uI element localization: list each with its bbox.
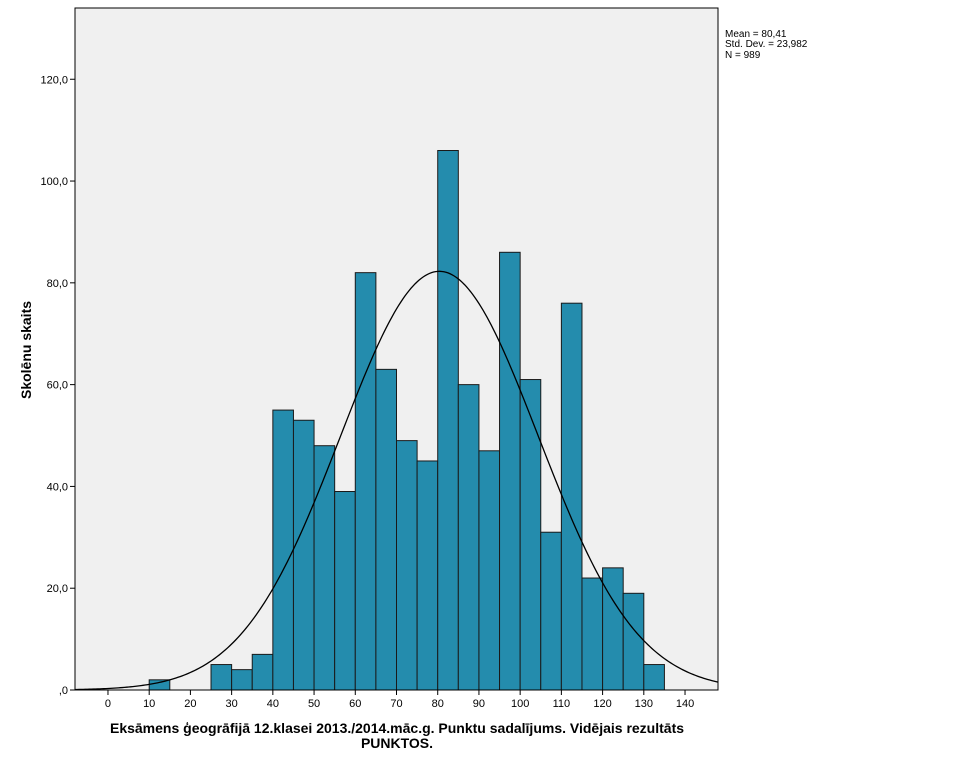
x-tick-label: 30 bbox=[226, 698, 238, 710]
histogram-bar bbox=[581, 577, 604, 691]
x-tick-label: 60 bbox=[349, 698, 361, 710]
y-axis-ticks: ,0 20,0 40,0 60,0 80,0 100,0 120,0 bbox=[40, 74, 75, 697]
x-tick-label: 120 bbox=[593, 698, 611, 710]
y-tick-label: 20,0 bbox=[47, 583, 68, 595]
x-tick-label: 50 bbox=[308, 698, 320, 710]
y-tick-label: 120,0 bbox=[40, 74, 68, 86]
y-tick-label: 40,0 bbox=[47, 481, 68, 493]
x-tick-label: 100 bbox=[511, 698, 529, 710]
histogram-bar bbox=[519, 379, 542, 691]
histogram-bar bbox=[560, 302, 583, 691]
histogram-bar bbox=[354, 272, 377, 691]
histogram-bar bbox=[437, 150, 459, 691]
y-tick-label: 100,0 bbox=[40, 176, 68, 188]
y-tick-label: 80,0 bbox=[47, 278, 68, 290]
histogram-bar bbox=[416, 460, 439, 691]
x-tick-label: 40 bbox=[267, 698, 279, 710]
histogram-bar bbox=[292, 419, 315, 691]
y-axis-label: Skolēnu skaits bbox=[18, 301, 34, 399]
y-tick-label: ,0 bbox=[59, 685, 68, 697]
histogram-bar bbox=[602, 567, 624, 691]
x-tick-label: 20 bbox=[184, 698, 196, 710]
y-tick-label: 60,0 bbox=[47, 380, 68, 392]
histogram-bar bbox=[313, 445, 336, 691]
histogram-bar bbox=[231, 669, 253, 691]
x-tick-label: 110 bbox=[553, 698, 571, 710]
histogram-bar bbox=[251, 653, 274, 691]
histogram-bar bbox=[499, 251, 521, 691]
x-tick-label: 90 bbox=[473, 698, 485, 710]
histogram-bar bbox=[457, 384, 480, 691]
x-axis-ticks: 0 10 20 30 40 50 60 70 80 90 100 110 120 130 140 bbox=[105, 690, 694, 710]
histogram-bar bbox=[334, 491, 356, 691]
histogram-bar bbox=[643, 664, 665, 691]
x-axis-label-line-2: PUNKTOS. bbox=[361, 735, 433, 751]
plot-frame bbox=[74, 7, 719, 691]
histogram-bar bbox=[622, 592, 645, 691]
x-tick-label: 140 bbox=[676, 698, 694, 710]
histogram-bar bbox=[396, 440, 418, 691]
x-tick-label: 130 bbox=[635, 698, 653, 710]
histogram-bar bbox=[272, 409, 294, 691]
x-tick-label: 0 bbox=[105, 698, 111, 710]
stats-std-dev: Std. Dev. = 23,982 bbox=[725, 39, 808, 50]
histogram-bar bbox=[210, 664, 233, 691]
x-tick-label: 10 bbox=[143, 698, 155, 710]
stats-n: N = 989 bbox=[725, 50, 761, 61]
histogram-bar bbox=[540, 531, 562, 691]
x-tick-label: 70 bbox=[390, 698, 402, 710]
normal-curve-line bbox=[74, 270, 719, 691]
histogram-bar bbox=[478, 450, 501, 691]
x-tick-label: 80 bbox=[432, 698, 444, 710]
stats-mean: Mean = 80,41 bbox=[725, 29, 787, 40]
histogram-bar bbox=[375, 368, 397, 691]
x-axis-label-line-1: Eksāmens ģeogrāfijā 12.klasei 2013./2014… bbox=[110, 720, 684, 736]
